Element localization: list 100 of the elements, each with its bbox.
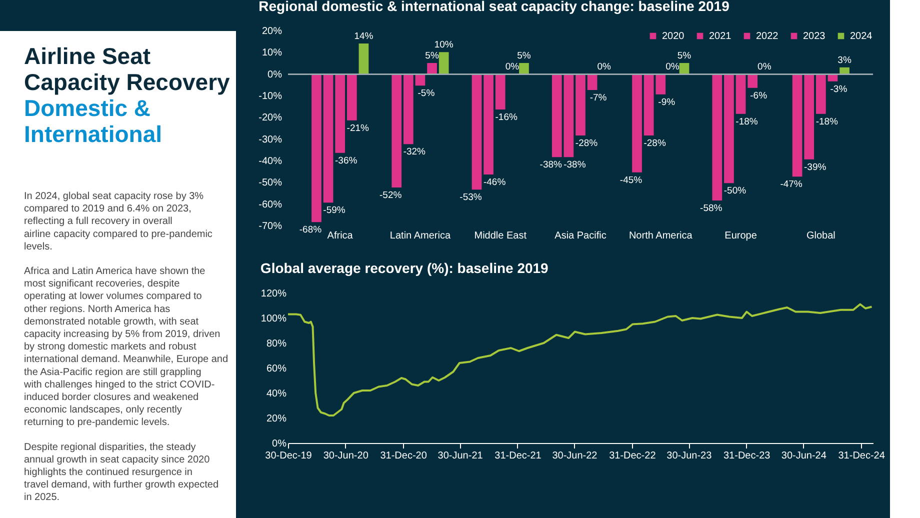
chart-title: Regional domestic & international seat capacity change: baseline 2019 bbox=[258, 0, 730, 14]
bar bbox=[358, 44, 369, 75]
data-label: 0% bbox=[505, 61, 520, 72]
y-tick-label: 100% bbox=[260, 314, 287, 324]
data-label: -3% bbox=[830, 84, 848, 95]
data-label: -21% bbox=[346, 122, 370, 134]
data-label: -58% bbox=[700, 203, 723, 214]
x-tick-label: Africa bbox=[327, 230, 354, 242]
data-label: -32% bbox=[403, 146, 426, 158]
data-label: -36% bbox=[334, 155, 358, 166]
data-label: -6% bbox=[750, 90, 768, 102]
legend-label: 2020 bbox=[662, 31, 685, 42]
legend-label: 2022 bbox=[756, 31, 779, 42]
bar bbox=[484, 74, 494, 174]
y-tick-label: 60% bbox=[266, 364, 287, 374]
x-tick-label: 30-Jun-22 bbox=[552, 450, 598, 462]
x-tick-label: Global bbox=[806, 230, 836, 242]
bar bbox=[392, 74, 402, 188]
x-tick-label: 31-Dec-20 bbox=[380, 450, 428, 462]
y-tick-label: 40% bbox=[266, 388, 287, 400]
bar bbox=[576, 74, 586, 136]
x-tick-label: 31-Dec-21 bbox=[494, 450, 542, 462]
bar bbox=[335, 74, 346, 153]
y-tick-label: 0% bbox=[268, 69, 282, 80]
data-label: 10% bbox=[434, 40, 454, 51]
data-label: -5% bbox=[418, 88, 436, 100]
x-tick-label: Europe bbox=[724, 230, 758, 242]
text: Airline Seat Capacity Recovery bbox=[24, 43, 230, 95]
bar bbox=[519, 63, 529, 75]
bar bbox=[748, 74, 758, 88]
x-tick-label: 31-Dec-24 bbox=[838, 450, 886, 462]
x-tick-label: Latin America bbox=[390, 230, 451, 242]
bar bbox=[712, 74, 722, 200]
x-tick-label: 30-Jun-21 bbox=[438, 450, 484, 462]
y-tick-label: -60% bbox=[258, 199, 282, 210]
bar bbox=[816, 74, 826, 114]
data-label: 5% bbox=[517, 50, 532, 62]
x-tick-label: 30-Jun-24 bbox=[781, 450, 827, 462]
y-tick-label: 20% bbox=[262, 26, 282, 37]
data-label: -18% bbox=[736, 116, 758, 128]
bar bbox=[792, 74, 802, 177]
data-label: 5% bbox=[677, 50, 692, 62]
bar bbox=[403, 74, 414, 144]
y-tick-label: -20% bbox=[258, 112, 282, 124]
data-label: -28% bbox=[575, 138, 598, 149]
bar bbox=[736, 74, 746, 114]
y-tick-label: 0% bbox=[272, 438, 287, 450]
text: Despite regional disparities, the steady annual growth in seat capacity since 2020 highlights the continued resurgence in travel demand, with further growth expected in 2025. bbox=[24, 442, 219, 504]
x-tick-label: Asia Pacific bbox=[554, 230, 606, 242]
data-label: -38% bbox=[564, 160, 586, 171]
text: Domestic & International bbox=[24, 95, 162, 147]
text: Africa and Latin America have shown the most significant recoveries, despite operating at lower volumes compared to other regions. North America has demonstrated notable growth, with seat capacity increasing by 5% from 2019, driven by strong domestic markets and robust international demand. Meanwhile, Europe and the Asia-Pacific region are still grappling with challenges hinged to the strict COVID-induced border closures and weakened economic landscapes, only recently returning to pre-pandemic levels. bbox=[24, 266, 228, 428]
bar bbox=[323, 74, 334, 203]
data-label: 3% bbox=[838, 54, 852, 66]
data-label: -59% bbox=[323, 205, 346, 216]
bar bbox=[312, 74, 322, 222]
data-label: -7% bbox=[590, 92, 608, 104]
y-tick-label: -50% bbox=[258, 178, 282, 189]
y-tick-label: -70% bbox=[258, 221, 282, 232]
bar bbox=[495, 74, 506, 110]
data-label: -9% bbox=[658, 96, 676, 108]
bar bbox=[346, 74, 357, 120]
data-label: -28% bbox=[644, 138, 666, 149]
y-tick-label: 120% bbox=[260, 288, 287, 300]
x-tick-label: 31-Dec-23 bbox=[723, 450, 771, 462]
bar bbox=[564, 74, 574, 158]
text: In 2024, global seat capacity rose by 3% compared to 2019 and 6.4% on 2023, reflecting a full recovery in overall airline capacity compared to pre-pandemic levels. bbox=[24, 191, 212, 252]
x-tick-label: 30-Dec-19 bbox=[265, 450, 312, 462]
y-tick-label: -10% bbox=[258, 91, 282, 102]
bar bbox=[804, 74, 814, 160]
data-label: -16% bbox=[495, 112, 518, 123]
data-label: 0% bbox=[666, 61, 680, 72]
bar bbox=[427, 63, 437, 75]
x-tick-label: Middle East bbox=[474, 230, 527, 242]
data-label: -52% bbox=[380, 190, 402, 201]
data-label: 14% bbox=[354, 31, 374, 42]
bar bbox=[587, 74, 598, 90]
x-tick-label: 30-Jun-20 bbox=[323, 450, 369, 462]
legend-label: 2024 bbox=[850, 31, 873, 42]
y-tick-label: 80% bbox=[266, 338, 287, 350]
data-label: 5% bbox=[425, 50, 440, 62]
data-label: -68% bbox=[299, 224, 322, 236]
x-tick-label: 31-Dec-22 bbox=[609, 450, 656, 462]
chart-title: Global average recovery (%): baseline 2019 bbox=[260, 260, 549, 276]
data-label: -45% bbox=[620, 174, 643, 186]
legend-label: 2021 bbox=[709, 31, 732, 42]
bar bbox=[472, 74, 482, 190]
x-tick-label: North America bbox=[628, 230, 693, 242]
bar bbox=[632, 74, 642, 172]
data-label: -38% bbox=[540, 160, 563, 171]
y-tick-label: 20% bbox=[266, 414, 287, 424]
y-tick-label: -40% bbox=[258, 156, 282, 167]
y-tick-label: -30% bbox=[258, 134, 282, 146]
line-series bbox=[287, 303, 873, 416]
bar bbox=[552, 74, 562, 158]
data-label: -53% bbox=[460, 192, 482, 204]
data-label: -46% bbox=[483, 177, 506, 188]
data-label: 0% bbox=[758, 61, 772, 72]
data-label: 0% bbox=[597, 61, 612, 72]
data-label: -47% bbox=[780, 179, 803, 190]
